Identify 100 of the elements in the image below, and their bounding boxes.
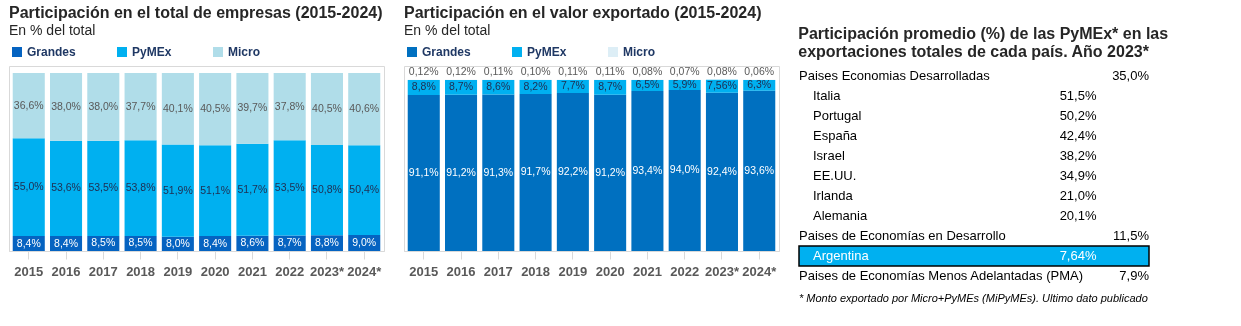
bar — [743, 90, 776, 251]
bar — [50, 73, 83, 141]
data-label: 8,7% — [277, 236, 302, 249]
data-label: 8,4% — [203, 236, 228, 249]
text: Participación promedio (%) de las PyMEx* en las exportaciones totales de cada país. Año 2023* — [798, 25, 1169, 60]
data-label: 50,8% — [312, 183, 342, 196]
data-label: 9,0% — [352, 236, 377, 248]
data-label: 40,5% — [200, 102, 231, 115]
x-tick-label: 2020 — [200, 263, 230, 279]
data-label: 0,08% — [632, 64, 663, 77]
data-label: 8,7% — [598, 80, 623, 93]
x-tick-label: 2017 — [88, 263, 118, 279]
bar — [12, 138, 45, 237]
x-tick-label: 2023* — [704, 263, 740, 279]
text: 50,2% — [1059, 108, 1097, 123]
data-label: 5,9% — [672, 77, 697, 90]
data-label: 40,6% — [349, 102, 380, 115]
data-label: 91,7% — [520, 165, 551, 178]
data-label: 8,2% — [523, 79, 548, 92]
bar — [50, 140, 83, 237]
x-tick-label: 2021 — [237, 263, 267, 279]
x-tick-label: 2016 — [51, 263, 81, 279]
x-tick-label: 2024* — [742, 263, 778, 279]
chart-title: Participación en el total de empresas (2015-2024) — [9, 4, 383, 21]
data-label: 0,11% — [483, 64, 513, 77]
chart-subtitle: En % del total — [9, 22, 96, 38]
data-label: 55,0% — [13, 180, 44, 193]
x-tick-label: 2020 — [595, 263, 625, 279]
data-label: 8,8% — [411, 80, 436, 93]
text: 51,5% — [1059, 88, 1097, 103]
category-label: Paises de Economías en Desarrollo — [799, 228, 1006, 243]
data-label: 8,5% — [91, 236, 116, 249]
x-tick-label: 2023* — [309, 263, 345, 279]
chart-title: Participación en el valor exportado (2015-2024) — [404, 4, 762, 21]
bar — [124, 73, 157, 141]
data-label: 0,12% — [446, 64, 476, 77]
text: 38,2% — [1059, 148, 1097, 163]
x-tick-label: 2024* — [347, 263, 383, 279]
data-label: 7,7% — [560, 79, 585, 92]
bar — [519, 93, 552, 251]
data-label: 8,4% — [16, 236, 41, 249]
text: 11,5% — [1113, 228, 1149, 243]
bar — [273, 73, 306, 141]
chart-subtitle: En % del total — [404, 22, 491, 38]
bar — [236, 143, 269, 236]
data-label: 0,10% — [520, 64, 551, 77]
bar — [556, 93, 589, 251]
data-label: 38,0% — [88, 99, 119, 112]
bar — [124, 140, 157, 236]
text: 34,9% — [1059, 168, 1097, 183]
text: 20,1% — [1059, 208, 1097, 223]
text: 21,0% — [1059, 188, 1097, 203]
data-label: 8,5% — [128, 236, 153, 249]
category-label: EE.UU. — [813, 168, 857, 183]
category-label: Paises de Economías Menos Adelantadas (PMA) — [799, 268, 1083, 283]
x-tick-label: 2015 — [14, 263, 44, 279]
data-label: 0,07% — [669, 64, 700, 77]
data-label: 50,4% — [349, 183, 380, 196]
category-label: Alemania — [813, 208, 868, 223]
bar — [87, 140, 120, 236]
data-label: 93,4% — [632, 164, 663, 176]
data-label: 38,0% — [51, 99, 81, 112]
bar — [348, 73, 381, 146]
x-tick-label: 2019 — [558, 263, 588, 279]
data-label: 53,6% — [51, 181, 81, 194]
bar — [310, 72, 343, 145]
category-label: Portugal — [813, 108, 862, 123]
category-label: Irlanda — [813, 188, 854, 203]
legend-label: Grandes — [422, 45, 472, 59]
data-label: 51,7% — [237, 182, 268, 195]
data-label: 93,6% — [744, 163, 775, 176]
data-label: 40,5% — [312, 101, 342, 114]
data-label: 36,6% — [13, 98, 44, 111]
x-tick-label: 2016 — [446, 263, 476, 279]
data-label: 8,4% — [54, 236, 78, 249]
x-tick-label: 2018 — [126, 263, 156, 279]
bar — [631, 91, 664, 251]
text: 42,4% — [1059, 128, 1097, 143]
data-label: 6,3% — [747, 78, 772, 91]
category-label: Paises Economias Desarrolladas — [799, 68, 991, 83]
data-label: 0,08% — [707, 64, 737, 77]
text: 7,64% — [1059, 248, 1097, 263]
data-label: 92,4% — [707, 164, 737, 177]
data-label: 53,5% — [274, 180, 305, 193]
bar — [310, 144, 343, 236]
data-label: 91,2% — [446, 165, 476, 178]
text: 35,0% — [1112, 68, 1149, 83]
data-label: 8,0% — [165, 236, 190, 249]
legend-label: PyMEx — [132, 45, 172, 59]
category-label: Italia — [813, 88, 842, 103]
text: * Monto exportado por Micro+PyMEs (MiPyMEs). Ultimo dato publicado — [799, 292, 1148, 304]
bar — [199, 73, 232, 146]
data-label: 8,7% — [449, 80, 473, 93]
data-label: 37,7% — [125, 99, 156, 112]
data-label: 8,8% — [315, 236, 339, 249]
data-label: 51,1% — [200, 183, 231, 196]
data-label: 8,6% — [240, 236, 265, 249]
bar — [161, 144, 194, 237]
x-tick-label: 2018 — [521, 263, 551, 279]
data-label: 91,3% — [483, 165, 514, 178]
